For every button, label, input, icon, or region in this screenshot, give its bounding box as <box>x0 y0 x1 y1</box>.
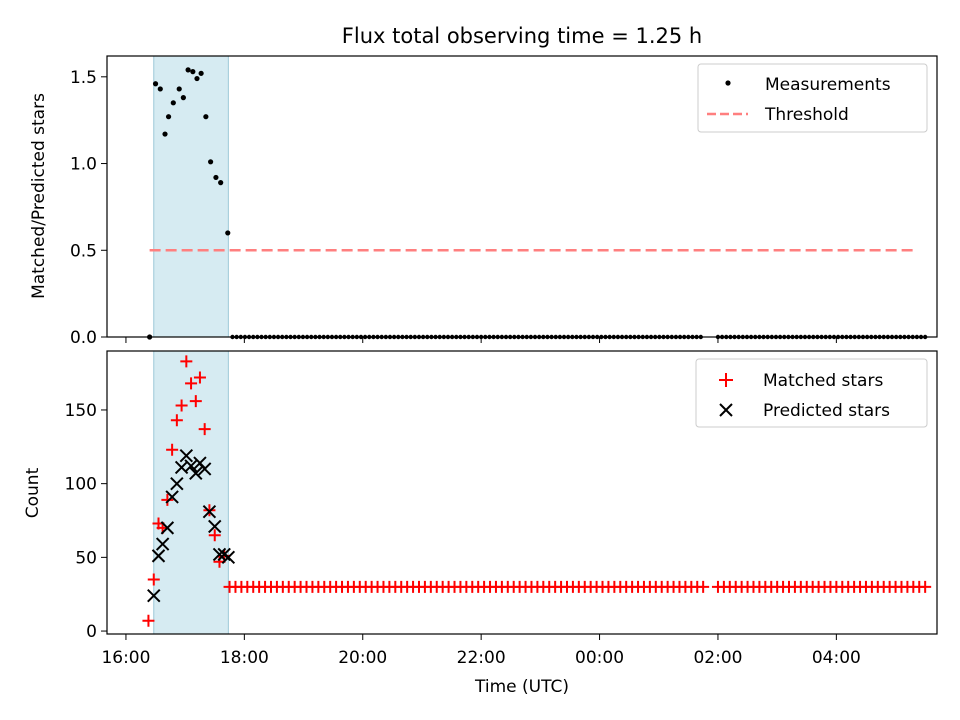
legend-measurement-marker <box>725 80 731 86</box>
matched-star-point <box>185 377 198 390</box>
matched-baseline-markers <box>223 580 932 593</box>
bottom-y-axis-label: Count <box>23 467 43 518</box>
matched-baseline-point <box>697 580 710 593</box>
predicted-star-point <box>151 549 166 563</box>
x-tick-label: 16:00 <box>101 648 150 668</box>
matched-baseline-point <box>919 580 932 593</box>
measurement-points <box>147 67 231 340</box>
y-tick-label: 0.5 <box>70 241 97 261</box>
matched-star-point <box>166 443 179 456</box>
matched-star-point <box>193 371 206 384</box>
measurement-point <box>162 131 168 137</box>
predicted-star-point <box>197 462 212 476</box>
measurement-point <box>157 86 163 92</box>
top-y-ticks: 0.0 0.5 1.0 1.5 <box>70 68 107 348</box>
y-tick-label: 150 <box>65 401 97 421</box>
chart-title: Flux total observing time = 1.25 h <box>342 24 702 48</box>
y-tick-label: 0 <box>86 622 97 642</box>
bottom-axes-frame <box>106 350 938 635</box>
measurement-point <box>176 86 182 92</box>
predicted-star-point <box>165 490 179 504</box>
measurement-point <box>185 67 191 73</box>
x-tick-label: 00:00 <box>575 648 624 668</box>
matched-star-point <box>208 529 221 542</box>
measurement-point <box>165 114 172 120</box>
y-tick-label: 0.0 <box>70 328 97 348</box>
top-axes-frame <box>106 55 938 338</box>
predicted-star-point <box>221 550 236 565</box>
predicted-star-point <box>212 547 227 562</box>
bottom-y-ticks: 0 50 100 150 <box>65 401 107 642</box>
legend-predicted-marker <box>719 403 733 417</box>
bottom-legend-box <box>695 358 928 428</box>
predicted-star-point <box>208 519 222 534</box>
legend-threshold-label: Threshold <box>764 105 849 125</box>
x-tick-label: 22:00 <box>457 648 506 668</box>
y-tick-label: 100 <box>65 475 97 495</box>
matched-star-point <box>161 493 174 506</box>
top-legend: Measurements Threshold <box>697 63 928 133</box>
matched-star-point <box>175 399 188 412</box>
predicted-star-point <box>202 504 217 519</box>
matched-star-point <box>180 355 193 368</box>
y-tick-label: 1.5 <box>70 68 97 88</box>
x-axis-label: Time (UTC) <box>474 677 569 697</box>
legend-predicted-label: Predicted stars <box>763 401 890 421</box>
y-tick-label: 1.0 <box>70 155 97 175</box>
measurement-point <box>213 174 219 181</box>
bottom-shaded-span <box>153 350 229 635</box>
top-x-ticks <box>125 337 837 343</box>
measurement-point <box>208 159 214 165</box>
legend-matched-marker <box>719 373 733 387</box>
predicted-star-point <box>189 466 203 481</box>
measurement-point <box>194 75 200 82</box>
bottom-legend: Matched stars Predicted stars <box>695 358 928 428</box>
measurement-point <box>152 81 159 87</box>
measurement-point <box>218 180 224 186</box>
predicted-star-point <box>179 448 194 463</box>
top-legend-box <box>697 63 928 133</box>
predicted-star-point <box>147 588 161 603</box>
matched-star-point <box>189 395 202 408</box>
measurement-point <box>198 70 204 76</box>
y-tick-label: 50 <box>75 548 97 568</box>
matched-star-point <box>198 423 211 436</box>
matched-star-point <box>203 504 216 517</box>
measurement-point <box>203 114 209 120</box>
x-tick-label: 20:00 <box>338 648 387 668</box>
top-panel: 0.0 0.5 1.0 1.5 Measurements Threshold <box>70 55 938 348</box>
top-y-axis-label: Matched/Predicted stars <box>29 93 49 299</box>
bottom-panel: 0 50 100 150 16:00 18:00 20:00 22:00 00:00 02:00… <box>65 350 938 668</box>
matched-star-point <box>142 614 155 627</box>
top-shaded-span <box>153 55 229 338</box>
legend-matched-label: Matched stars <box>763 371 883 391</box>
measurement-point <box>170 100 176 106</box>
predicted-star-point <box>160 521 175 535</box>
measurement-point <box>180 95 186 101</box>
measurement-point <box>190 69 196 75</box>
bottom-x-ticks: 16:00 18:00 20:00 22:00 00:00 02:00 04:00 <box>101 634 861 668</box>
matched-star-point <box>147 573 160 586</box>
x-tick-label: 02:00 <box>693 648 742 668</box>
predicted-stars-points <box>147 448 236 603</box>
x-tick-label: 04:00 <box>812 648 861 668</box>
legend-measurements-label: Measurements <box>765 75 891 95</box>
measurement-point <box>225 230 231 236</box>
predicted-star-point <box>155 537 170 551</box>
matched-star-point <box>170 414 183 427</box>
x-tick-label: 18:00 <box>220 648 269 668</box>
predicted-star-point <box>184 459 198 473</box>
predicted-star-point <box>170 476 184 491</box>
